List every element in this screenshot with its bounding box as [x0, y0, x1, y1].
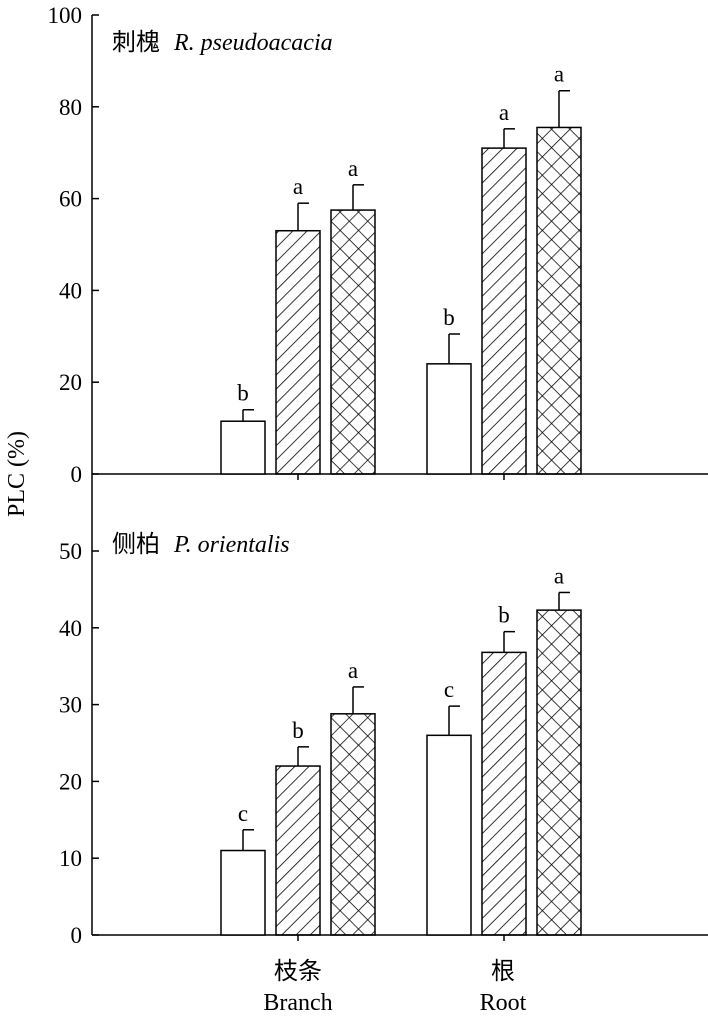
bottom-significance-label: a [554, 563, 564, 588]
top-panel-title-latin: R. pseudoacacia [173, 30, 333, 56]
top-significance-label: a [348, 156, 358, 181]
bottom-y-tick-label: 50 [59, 539, 82, 564]
top-panel-title-cn: 刺槐 [112, 29, 160, 56]
top-bar [481, 147, 527, 475]
group-label-root-en: Root [480, 990, 527, 1016]
bottom-y-tick-label: 10 [59, 846, 82, 871]
bottom-bar [481, 651, 527, 936]
bottom-significance-label: b [292, 718, 304, 743]
group-label-branch-cn: 枝条 [274, 958, 322, 985]
bottom-panel-title-cn: 侧柏 [112, 531, 160, 558]
bottom-bar [330, 713, 376, 936]
bottom-significance-label: c [238, 801, 248, 826]
bottom-bar [536, 609, 582, 936]
top-y-tick-label: 60 [59, 187, 82, 212]
top-bar [275, 229, 321, 475]
top-significance-label: a [293, 174, 303, 199]
top-bar [426, 363, 472, 475]
bottom-bar [220, 849, 266, 936]
group-label-root-cn: 根 [491, 958, 515, 985]
top-y-tick-label: 80 [59, 95, 82, 120]
top-bar [536, 126, 582, 475]
top-y-tick-label: 0 [71, 462, 83, 487]
bottom-panel-title: 侧柏 P. orientalis [112, 531, 290, 558]
bottom-significance-label: c [444, 677, 454, 702]
top-y-tick-label: 20 [59, 370, 82, 395]
y-axis-label: PLC (%) [4, 431, 30, 517]
bottom-bar [426, 734, 472, 936]
top-significance-label: b [237, 381, 249, 406]
top-significance-label: a [554, 62, 564, 87]
top-bar [220, 420, 266, 475]
bottom-panel-title-latin: P. orientalis [173, 532, 290, 558]
bottom-bar [275, 765, 321, 936]
bottom-significance-label: a [348, 658, 358, 683]
top-significance-label: b [443, 305, 455, 330]
bottom-significance-label: b [498, 603, 510, 628]
top-y-tick-label: 100 [48, 3, 83, 28]
top-y-tick-label: 40 [59, 278, 82, 303]
bottom-y-tick-label: 0 [71, 923, 83, 948]
bottom-y-tick-label: 30 [59, 693, 82, 718]
top-significance-label: a [499, 100, 509, 125]
bottom-y-tick-label: 20 [59, 769, 82, 794]
group-label-branch-en: Branch [263, 990, 332, 1016]
bottom-y-tick-label: 40 [59, 616, 82, 641]
top-panel-title: 刺槐 R. pseudoacacia [112, 29, 333, 56]
top-panel-plot: 0 20 40 60 80 100 b b a a a a [48, 3, 582, 487]
bottom-panel-plot: 0 10 20 30 40 50 c c b b a a [59, 539, 582, 948]
top-bar [330, 209, 376, 475]
